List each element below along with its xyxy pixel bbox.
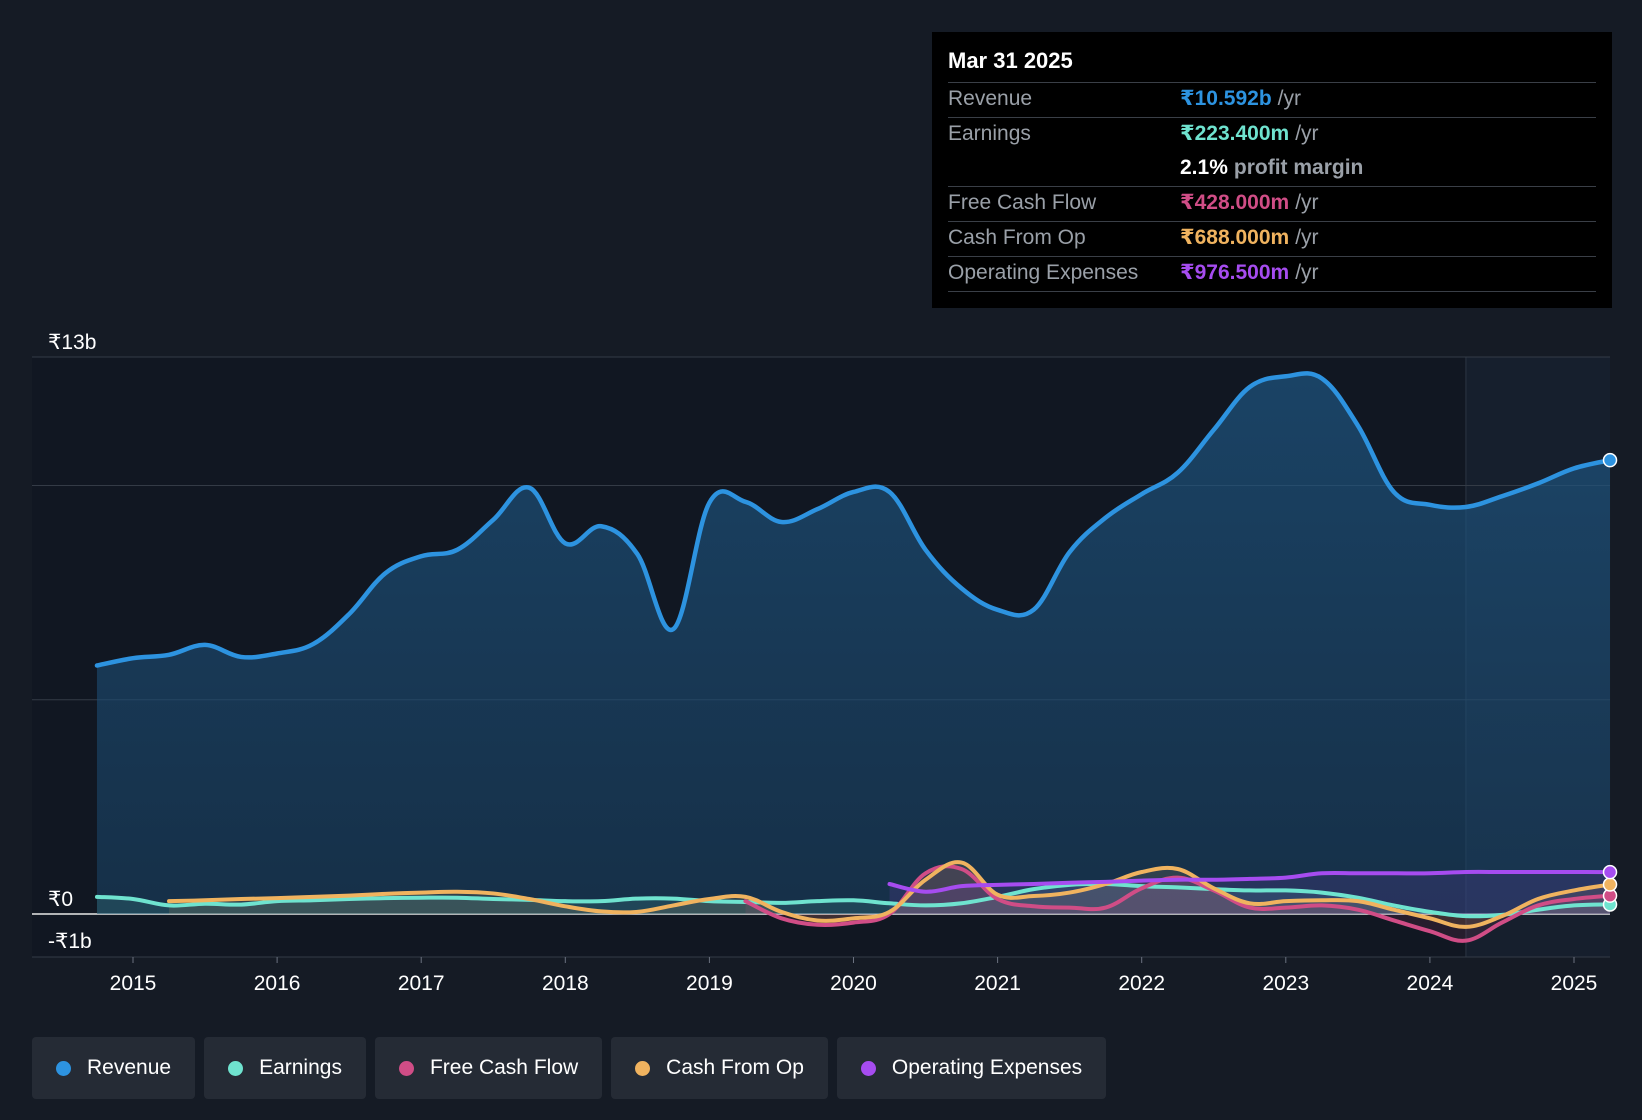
x-tick-label: 2022 <box>1118 972 1165 995</box>
tooltip-value: ₹688.000m <box>1180 226 1290 249</box>
legend-item-earnings[interactable]: Earnings <box>204 1037 366 1099</box>
legend-item-free-cash-flow[interactable]: Free Cash Flow <box>374 1037 603 1099</box>
tooltip-row-earnings: Earnings ₹223.400m /yr <box>948 118 1596 152</box>
legend-dot-icon <box>56 1060 71 1076</box>
revenue-area <box>96 373 1611 914</box>
revenue-end-marker[interactable] <box>1602 452 1618 468</box>
tooltip-value: ₹223.400m <box>1180 122 1290 145</box>
tooltip-unit: /yr <box>1277 87 1301 110</box>
tooltip-unit: /yr <box>1295 226 1319 249</box>
operating-expenses-area <box>889 871 1611 914</box>
y-label-bottom: -₹1b <box>48 930 92 953</box>
earnings-line <box>94 881 1613 919</box>
x-tick-label: 2024 <box>1407 972 1454 995</box>
x-tick-label: 2017 <box>398 972 445 995</box>
legend-item-operating-expenses[interactable]: Operating Expenses <box>836 1037 1107 1099</box>
tooltip-row-cfo: Cash From Op ₹688.000m /yr <box>948 222 1596 257</box>
tooltip-label: Revenue <box>948 87 1033 110</box>
legend-label: Cash From Op <box>666 1056 804 1079</box>
legend-label: Operating Expenses <box>891 1056 1083 1079</box>
cash-from-op-end-marker[interactable] <box>1602 877 1618 892</box>
y-label-zero: ₹0 <box>48 888 73 911</box>
operating-expenses-end-marker[interactable] <box>1602 864 1618 880</box>
legend-item-cash-from-op[interactable]: Cash From Op <box>611 1037 828 1099</box>
x-tick-label: 2019 <box>686 972 733 995</box>
tooltip-unit: /yr <box>1295 122 1319 145</box>
earnings-area <box>96 883 1611 917</box>
tooltip-label: Free Cash Flow <box>948 191 1097 214</box>
x-tick-label: 2018 <box>542 972 589 995</box>
x-tick-label: 2021 <box>974 972 1021 995</box>
legend: Revenue Earnings Free Cash Flow Cash Fro… <box>32 1037 1107 1099</box>
tooltip-row-opex: Operating Expenses ₹976.500m /yr <box>948 257 1596 292</box>
cash-from-op-area <box>169 862 1611 927</box>
legend-dot-icon <box>228 1060 244 1076</box>
x-tick-label: 2015 <box>110 972 157 995</box>
legend-dot-icon <box>635 1060 651 1076</box>
tooltip-value: 2.1% <box>1180 156 1228 179</box>
tooltip-value: ₹10.592b <box>1180 87 1272 110</box>
x-tick-label: 2025 <box>1551 972 1598 995</box>
tooltip-panel: Mar 31 2025 Revenue ₹10.592b /yr Earning… <box>932 32 1612 308</box>
y-label-top: ₹13b <box>48 331 96 354</box>
x-tick-label: 2023 <box>1262 972 1309 995</box>
legend-dot-icon <box>398 1060 414 1076</box>
tooltip-label <box>948 152 1180 186</box>
tooltip-value: ₹428.000m <box>1180 191 1290 214</box>
revenue-line <box>94 371 1613 668</box>
legend-label: Free Cash Flow <box>429 1056 579 1079</box>
legend-label: Revenue <box>87 1056 172 1079</box>
cash-from-op-line <box>167 860 1613 929</box>
tooltip-unit: /yr <box>1295 191 1319 214</box>
tooltip-label: Earnings <box>948 122 1031 145</box>
legend-item-revenue[interactable]: Revenue <box>32 1037 196 1099</box>
axis-layer: ₹13b ₹0 -₹1b 2015 2016 2017 2018 2019 2020 2021 20… <box>48 331 1597 995</box>
tooltip-row-margin: 2.1% profit margin <box>948 152 1596 187</box>
legend-label: Earnings <box>259 1056 342 1079</box>
tooltip-unit: profit margin <box>1233 156 1364 179</box>
tooltip-unit: /yr <box>1295 261 1319 284</box>
x-tick-label: 2016 <box>254 972 301 995</box>
tooltip-value: ₹976.500m <box>1180 261 1290 284</box>
tooltip-label: Cash From Op <box>948 226 1086 249</box>
tooltip-date: Mar 31 2025 <box>948 46 1596 83</box>
tooltip-label: Operating Expenses <box>948 261 1139 284</box>
series-layer <box>94 371 1618 943</box>
legend-dot-icon <box>860 1060 876 1076</box>
operating-expenses-line <box>887 869 1613 894</box>
tooltip-row-fcf: Free Cash Flow ₹428.000m /yr <box>948 187 1596 222</box>
x-tick-label: 2020 <box>830 972 877 995</box>
tooltip-row-revenue: Revenue ₹10.592b /yr <box>948 83 1596 118</box>
